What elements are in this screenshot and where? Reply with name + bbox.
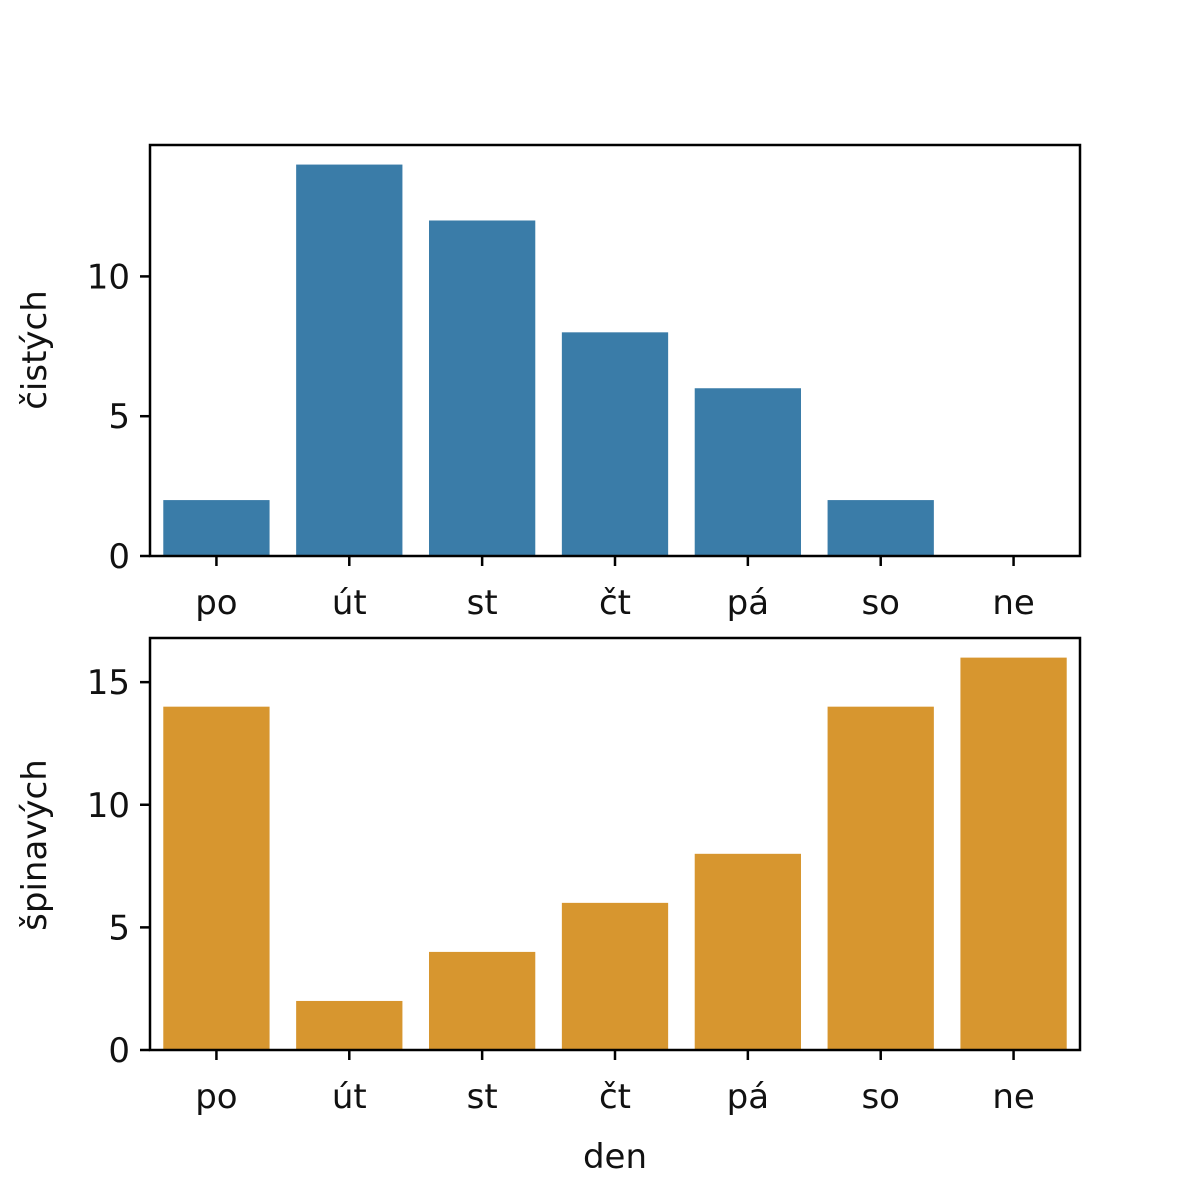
bottom-bar-4 (694, 853, 801, 1050)
top-x-tick-label-6: ne (992, 583, 1034, 623)
top-x-tick-label-1: út (332, 583, 367, 623)
bottom-y-tick-label-1: 5 (108, 908, 130, 948)
bottom-y-tick-label-0: 0 (108, 1031, 130, 1071)
top-y-tick-label-2: 10 (87, 257, 130, 297)
bottom-bar-6 (960, 657, 1067, 1050)
top-y-tick-label-1: 5 (108, 397, 130, 437)
top-bar-3 (561, 332, 669, 556)
top-y-axis-label: čistých (15, 290, 55, 410)
top-x-tick-label-0: po (195, 583, 237, 623)
bottom-bar-5 (827, 706, 934, 1050)
bottom-x-tick-label-3: čt (599, 1077, 631, 1117)
top-bar-0 (163, 500, 270, 556)
bottom-bar-1 (296, 1000, 403, 1050)
top-plot-frame (148, 143, 1082, 558)
bottom-x-tick-label-0: po (195, 1077, 237, 1117)
bottom-y-tick-label-3: 15 (87, 663, 130, 703)
top-x-tick-label-4: pá (727, 583, 769, 623)
bottom-y-tick-label-2: 10 (87, 786, 130, 826)
bottom-bar-0 (163, 706, 270, 1050)
bottom-y-ticks: 0 5 10 15 (87, 663, 150, 1071)
bottom-plot-frame (148, 636, 1082, 1052)
bottom-x-ticks: po út st čt pá so ne (195, 1050, 1035, 1117)
top-panel: 0 5 10 po út st čt pá so ne čistých (15, 143, 1082, 623)
bottom-panel: 0 5 10 15 po út st čt pá so ne špinavých den (15, 636, 1082, 1177)
top-bars (163, 164, 934, 557)
top-x-tick-label-2: st (467, 583, 498, 623)
bottom-bar-2 (429, 951, 536, 1050)
top-y-ticks: 0 5 10 (87, 257, 150, 577)
top-bar-4 (694, 388, 801, 556)
bottom-bar-3 (561, 902, 669, 1050)
top-x-tick-label-3: čt (599, 583, 631, 623)
bottom-x-axis-label: den (583, 1137, 647, 1177)
bottom-x-tick-label-1: út (332, 1077, 367, 1117)
top-bar-1 (296, 164, 403, 557)
bottom-x-tick-label-2: st (467, 1077, 498, 1117)
top-y-tick-label-0: 0 (108, 537, 130, 577)
top-bar-5 (827, 500, 934, 556)
top-x-ticks: po út st čt pá so ne (195, 556, 1035, 623)
top-x-tick-label-5: so (861, 583, 900, 623)
bottom-x-tick-label-6: ne (992, 1077, 1034, 1117)
top-bar-2 (429, 220, 536, 556)
bottom-x-tick-label-4: pá (727, 1077, 769, 1117)
bottom-y-axis-label: špinavých (15, 759, 55, 931)
bottom-bars (163, 657, 1067, 1050)
bottom-x-tick-label-5: so (861, 1077, 900, 1117)
